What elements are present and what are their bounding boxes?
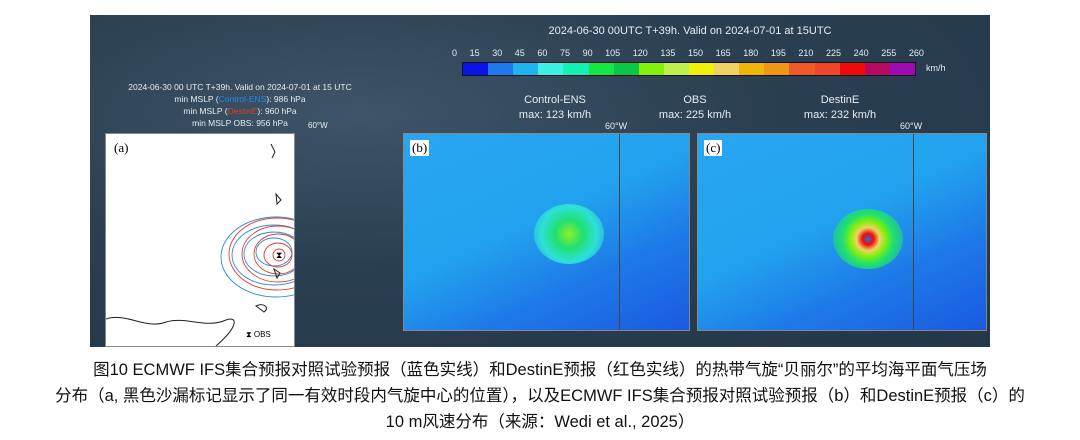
colorbar-segment — [638, 63, 664, 75]
obs-legend: ⧗ OBS — [246, 330, 271, 340]
figure: 2024-06-30 00UTC T+39h. Valid on 2024-07… — [90, 15, 990, 347]
colorbar-segment — [588, 63, 614, 75]
obs-name: OBS — [683, 94, 707, 106]
colorbar — [462, 62, 916, 76]
hourglass-icon: ⧗ — [246, 330, 252, 339]
panel-b-label: (b) — [410, 140, 430, 156]
colorbar-segment — [739, 63, 765, 75]
colorbar-tick: 75 — [559, 48, 570, 58]
colorbar-tick: 240 — [853, 48, 869, 58]
colorbar-tick: 225 — [826, 48, 842, 58]
obs-mslp: min MSLP OBS: 956 hPa — [192, 118, 288, 128]
colorbar-segment — [488, 63, 514, 75]
destine-contours — [228, 217, 294, 291]
colorbar-tick: 180 — [743, 48, 759, 58]
colorbar-segment — [789, 63, 815, 75]
colorbar-tick: 45 — [514, 48, 525, 58]
caption-line-3: 10 m风速分布（来源：Wedi et al., 2025） — [385, 413, 695, 431]
colorbar-segment — [538, 63, 564, 75]
figure-title: 2024-06-30 00UTC T+39h. Valid on 2024-07… — [548, 25, 832, 37]
line-2-suffix: ): 960 hPa — [257, 106, 297, 116]
control-ens-name: Control-ENS — [218, 94, 267, 104]
panel-a-header-title: 2024-06-30 00 UTC T+39h. Valid on 2024-0… — [128, 82, 352, 92]
colorbar-segment — [864, 63, 890, 75]
colorbar-segment — [714, 63, 740, 75]
meridian-label-a: 60°W — [308, 121, 328, 130]
obs-legend-label: OBS — [253, 330, 271, 339]
control-ens-contours — [220, 216, 294, 298]
colorbar-ticks: 0 15 30 45 60 75 90 105 120 135 150 165 180 195 210 225… — [452, 48, 924, 58]
caption-line-1: 图10 ECMWF IFS集合预报对照试验预报（蓝色实线）和DestinE预报（… — [93, 361, 987, 379]
line-1-prefix: min MSLP ( — [174, 94, 219, 104]
colorbar-tick: 120 — [632, 48, 648, 58]
line-2-prefix: min MSLP ( — [183, 106, 228, 116]
colorbar-tick: 255 — [881, 48, 897, 58]
colorbar-segment — [563, 63, 589, 75]
colorbar-tick: 60 — [537, 48, 548, 58]
colorbar-segment — [513, 63, 539, 75]
colorbar-tick: 30 — [492, 48, 503, 58]
wind-field-b — [534, 204, 604, 264]
colorbar-tick: 0 — [452, 48, 458, 58]
colorbar-tick: 210 — [798, 48, 814, 58]
mslp-contours: ⧗ — [106, 143, 294, 346]
colorbar-tick: 90 — [582, 48, 593, 58]
meridian-label-c: 60°W — [900, 121, 923, 131]
colorbar-segment — [814, 63, 840, 75]
panel-a-line-2: min MSLP (DestinE): 960 hPa — [90, 105, 390, 117]
panel-c-title: DestinE max: 232 km/h — [775, 93, 905, 123]
coastlines — [106, 143, 282, 346]
colorbar-tick: 260 — [908, 48, 924, 58]
colorbar-tick: 150 — [687, 48, 704, 58]
panel-a-line-3: min MSLP OBS: 956 hPa — [90, 117, 390, 129]
colorbar-unit: km/h — [926, 63, 946, 73]
panel-c-label: (c) — [704, 140, 723, 156]
hourglass-icon: ⧗ — [276, 250, 282, 260]
wind-field-c — [833, 209, 903, 269]
figure-caption: 图10 ECMWF IFS集合预报对照试验预报（蓝色实线）和DestinE预报（… — [0, 357, 1080, 435]
panel-c-wind-map: (c) — [697, 133, 987, 331]
obs-max: max: 225 km/h — [658, 109, 732, 121]
colorbar-tick: 195 — [770, 48, 786, 58]
caption-line-2: 分布（a, 黑色沙漏标记显示了同一有效时段内气旋中心的位置），以及ECMWF I… — [55, 387, 1025, 405]
colorbar-tick: 105 — [605, 48, 621, 58]
obs-title: OBS max: 225 km/h — [630, 93, 760, 123]
colorbar-segment — [839, 63, 865, 75]
panel-c-name: DestinE — [820, 94, 860, 106]
colorbar-tick: 135 — [660, 48, 676, 58]
colorbar-tick: 15 — [469, 48, 480, 58]
meridian-label-b: 60°W — [605, 121, 628, 131]
panel-a-label: (a) — [112, 140, 131, 156]
line-1-suffix: ): 986 hPa — [266, 94, 306, 104]
panel-a-header: 2024-06-30 00 UTC T+39h. Valid on 2024-0… — [90, 81, 390, 129]
colorbar-segment — [463, 63, 489, 75]
colorbar-segment — [764, 63, 790, 75]
colorbar-segment — [663, 63, 689, 75]
panel-b-wind-map: (b) — [403, 133, 690, 331]
panel-a-line-1: min MSLP (Control-ENS): 986 hPa — [90, 93, 390, 105]
meridian-line-c — [913, 134, 914, 330]
meridian-line-b — [619, 134, 620, 330]
panel-a-mslp-map: ⧗ ⧗ OBS (a) — [105, 133, 295, 347]
panel-b-title: Control-ENS max: 123 km/h — [490, 93, 620, 123]
destine-name: DestinE — [227, 106, 258, 116]
colorbar-tick: 165 — [715, 48, 731, 58]
colorbar-segment — [889, 63, 915, 75]
panel-c-max: max: 232 km/h — [803, 109, 877, 121]
colorbar-segment — [688, 63, 715, 75]
colorbar-segment — [613, 63, 639, 75]
panel-b-max: max: 123 km/h — [518, 109, 592, 121]
panel-b-name: Control-ENS — [524, 94, 586, 106]
